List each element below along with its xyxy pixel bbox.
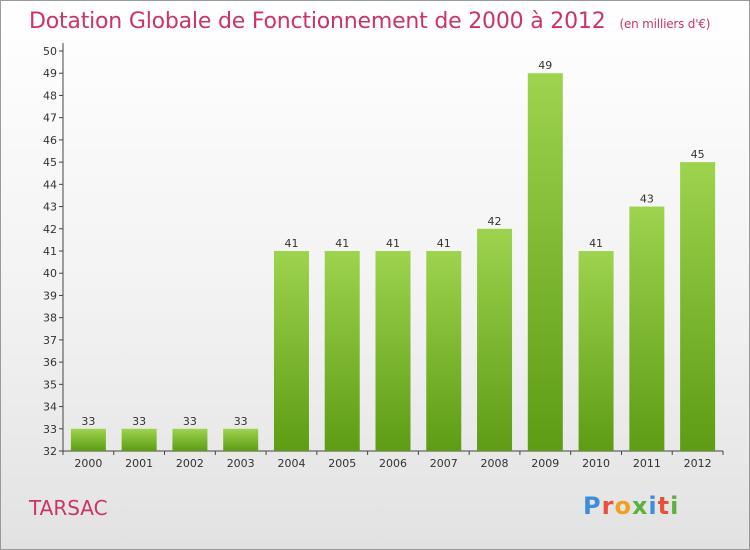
commune-name: TARSAC xyxy=(29,496,108,520)
x-tick-label: 2005 xyxy=(328,457,356,470)
title-text: Dotation Globale de Fonctionnement de 20… xyxy=(29,9,606,34)
bar xyxy=(273,251,309,451)
x-tick-label: 2009 xyxy=(531,457,559,470)
bar xyxy=(680,162,716,451)
data-label: 41 xyxy=(284,237,298,250)
x-tick-label: 2001 xyxy=(125,457,153,470)
data-label: 41 xyxy=(437,237,451,250)
x-tick-label: 2003 xyxy=(227,457,255,470)
bar xyxy=(70,428,106,451)
data-label: 49 xyxy=(538,59,552,72)
y-tick-label: 45 xyxy=(43,156,57,169)
chart-title: Dotation Globale de Fonctionnement de 20… xyxy=(29,9,710,34)
bar xyxy=(121,428,157,451)
data-label: 33 xyxy=(132,415,146,428)
bar xyxy=(578,251,614,451)
data-label: 43 xyxy=(640,193,654,206)
x-tick-label: 2004 xyxy=(277,457,305,470)
y-tick-label: 50 xyxy=(43,45,57,58)
y-tick-label: 48 xyxy=(43,89,57,102)
x-tick-label: 2007 xyxy=(430,457,458,470)
x-tick-label: 2008 xyxy=(481,457,509,470)
bars xyxy=(70,73,716,451)
y-tick-label: 34 xyxy=(43,401,57,414)
x-tick-label: 2002 xyxy=(176,457,204,470)
bar xyxy=(426,251,462,451)
data-label: 33 xyxy=(81,415,95,428)
x-tick-label: 2012 xyxy=(684,457,712,470)
bar xyxy=(223,428,259,451)
y-tick-label: 47 xyxy=(43,112,57,125)
proxiti-logo: Proxiti xyxy=(583,492,680,520)
bar xyxy=(477,228,513,451)
y-tick-label: 49 xyxy=(43,67,57,80)
y-tick-label: 44 xyxy=(43,178,57,191)
data-label: 41 xyxy=(589,237,603,250)
x-axis: 2000 2001 2002 2003 2004 2005 2006 2007 2008 2009… xyxy=(62,450,724,470)
x-tick-label: 2006 xyxy=(379,457,407,470)
data-label: 45 xyxy=(691,148,705,161)
bar xyxy=(629,206,665,451)
y-tick-label: 46 xyxy=(43,134,57,147)
y-tick-label: 40 xyxy=(43,267,57,280)
x-tick-label: 2011 xyxy=(633,457,661,470)
y-tick-label: 41 xyxy=(43,245,57,258)
y-tick-label: 37 xyxy=(43,334,57,347)
y-tick-label: 35 xyxy=(43,378,57,391)
x-tick-label: 2000 xyxy=(74,457,102,470)
x-tick-label: 2010 xyxy=(582,457,610,470)
bar xyxy=(527,73,563,451)
y-tick-label: 36 xyxy=(43,356,57,369)
y-tick-label: 32 xyxy=(43,445,57,458)
y-tick-label: 39 xyxy=(43,289,57,302)
y-tick-label: 42 xyxy=(43,223,57,236)
y-tick-label: 38 xyxy=(43,312,57,325)
data-label: 42 xyxy=(488,215,502,228)
y-tick-label: 33 xyxy=(43,423,57,436)
y-axis: 32 33 34 35 36 37 38 39 40 41 42 43 44 45 46 47 48 49 50 xyxy=(43,43,64,458)
unit-note: (en milliers d'€) xyxy=(619,17,711,31)
bar xyxy=(324,251,360,451)
data-label: 33 xyxy=(234,415,248,428)
bar xyxy=(172,428,208,451)
data-label: 41 xyxy=(335,237,349,250)
y-tick-label: 43 xyxy=(43,201,57,214)
data-label: 41 xyxy=(386,237,400,250)
data-labels: 33 33 33 33 41 41 41 41 42 49 41 43 45 xyxy=(81,59,704,428)
bar xyxy=(375,251,411,451)
data-label: 33 xyxy=(183,415,197,428)
